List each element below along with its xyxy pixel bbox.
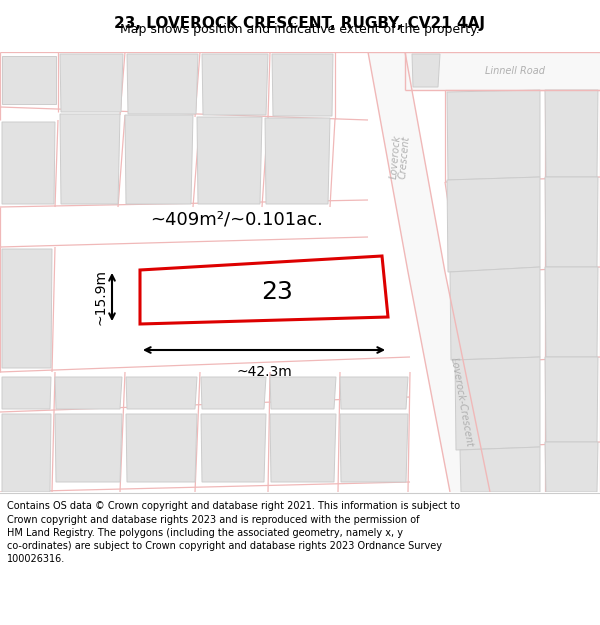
Polygon shape — [126, 414, 197, 482]
Text: Loverock-Crescent: Loverock-Crescent — [449, 356, 475, 447]
Polygon shape — [270, 377, 336, 409]
Polygon shape — [545, 90, 598, 177]
Polygon shape — [340, 377, 408, 409]
Polygon shape — [60, 114, 120, 204]
Polygon shape — [2, 377, 51, 409]
Text: ~42.3m: ~42.3m — [236, 365, 292, 379]
Text: 23, LOVEROCK CRESCENT, RUGBY, CV21 4AJ: 23, LOVEROCK CRESCENT, RUGBY, CV21 4AJ — [115, 16, 485, 31]
Polygon shape — [2, 56, 56, 104]
Polygon shape — [460, 447, 540, 492]
Text: Contains OS data © Crown copyright and database right 2021. This information is : Contains OS data © Crown copyright and d… — [7, 501, 460, 564]
Polygon shape — [272, 54, 333, 116]
Polygon shape — [368, 52, 600, 90]
Polygon shape — [412, 54, 440, 87]
Polygon shape — [545, 442, 598, 492]
Polygon shape — [545, 357, 598, 442]
Polygon shape — [202, 54, 268, 115]
Polygon shape — [455, 357, 540, 450]
Polygon shape — [197, 117, 262, 204]
Text: Map shows position and indicative extent of the property.: Map shows position and indicative extent… — [120, 23, 480, 36]
Polygon shape — [340, 414, 408, 482]
Polygon shape — [450, 267, 540, 360]
Polygon shape — [55, 377, 122, 409]
Polygon shape — [55, 414, 122, 482]
Polygon shape — [127, 54, 198, 114]
Polygon shape — [545, 177, 598, 267]
Polygon shape — [270, 414, 336, 482]
Text: Loverock
Crescent: Loverock Crescent — [389, 134, 412, 180]
Polygon shape — [2, 249, 52, 368]
Polygon shape — [447, 90, 540, 180]
Text: ~15.9m: ~15.9m — [94, 269, 108, 325]
Polygon shape — [2, 122, 55, 204]
Polygon shape — [126, 377, 197, 409]
Polygon shape — [60, 54, 123, 112]
Text: Linnell Road: Linnell Road — [485, 66, 545, 76]
Polygon shape — [368, 52, 445, 272]
Polygon shape — [408, 272, 490, 492]
Polygon shape — [265, 118, 330, 204]
Text: 23: 23 — [262, 280, 293, 304]
Polygon shape — [201, 377, 266, 409]
Polygon shape — [545, 267, 598, 357]
Polygon shape — [447, 177, 540, 272]
Polygon shape — [201, 414, 266, 482]
Text: ~409m²/~0.101ac.: ~409m²/~0.101ac. — [150, 211, 323, 229]
Polygon shape — [140, 256, 388, 324]
Polygon shape — [125, 115, 193, 204]
Polygon shape — [2, 414, 51, 492]
